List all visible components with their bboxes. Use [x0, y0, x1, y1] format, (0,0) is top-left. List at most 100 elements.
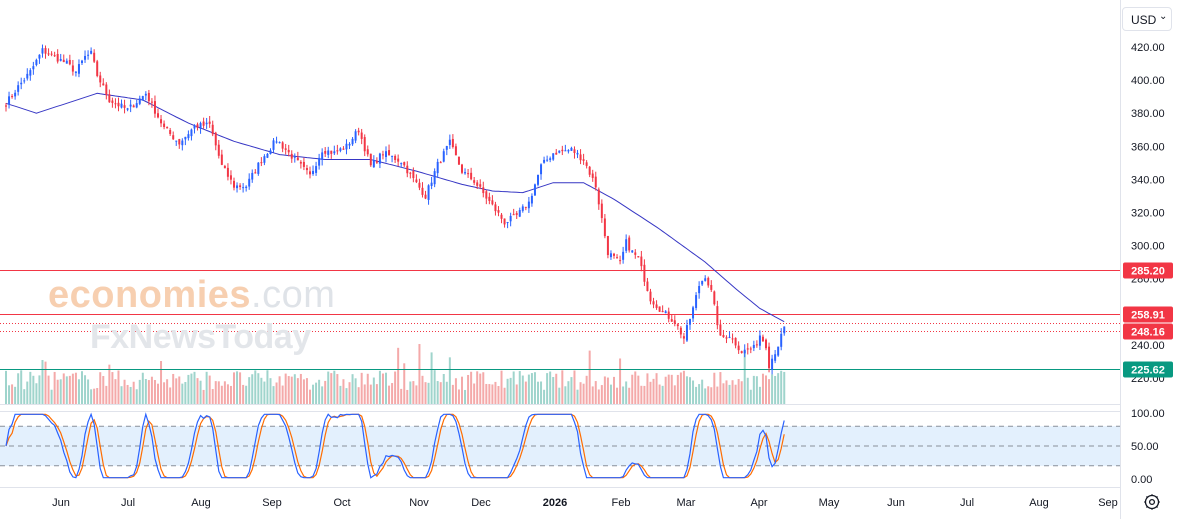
candle-body [299, 161, 302, 164]
volume-bar [56, 379, 59, 404]
volume-bar [123, 379, 126, 404]
candle-body [369, 153, 372, 166]
candle-body [239, 185, 242, 188]
candle-body [415, 179, 418, 183]
volume-bar [190, 373, 193, 404]
candle-body [619, 260, 622, 262]
volume-bar [521, 375, 524, 404]
volume-bar [512, 371, 515, 404]
volume-bar [625, 381, 628, 404]
time-tick-label: Feb [612, 497, 631, 509]
volume-bar [375, 384, 378, 404]
candle-body [439, 162, 442, 164]
currency-selector[interactable]: USD ⌄ [1122, 7, 1172, 31]
volume-bar [65, 376, 68, 404]
candle-body [758, 335, 761, 346]
candle-body [740, 351, 743, 354]
oscillator-axis[interactable]: 100.00 50.00 0.00 [1131, 408, 1165, 486]
volume-bar [315, 382, 318, 404]
volume-bar [619, 358, 622, 404]
candle-body [503, 218, 506, 225]
candle-body [613, 253, 615, 256]
candle-body [679, 327, 682, 335]
volume-bar [573, 370, 576, 404]
candle-body [99, 75, 102, 83]
volume-bar [710, 387, 713, 404]
volume-bar [667, 374, 670, 404]
volume-bar [391, 383, 394, 404]
candle-body [71, 65, 74, 72]
candle-body [567, 150, 570, 152]
volume-bar [634, 371, 637, 404]
candle-body [190, 129, 193, 137]
time-tick-label: Jul [121, 497, 135, 509]
volume-bar [622, 386, 625, 404]
volume-bar [293, 374, 296, 404]
volume-bar [68, 375, 71, 404]
candle-body [585, 162, 588, 166]
candle-body [609, 253, 612, 258]
volume-bar [415, 385, 418, 404]
candle-body [400, 163, 403, 165]
volume-bar [381, 373, 384, 404]
volume-bar [433, 370, 436, 404]
candle-body [643, 264, 646, 282]
volume-bar [205, 371, 208, 404]
candle-body [245, 186, 248, 188]
candle-body [473, 180, 476, 183]
volume-bar [388, 385, 391, 404]
volume-bar [768, 379, 771, 404]
volume-bar [409, 381, 412, 404]
volume-bar [324, 380, 327, 404]
volume-bar [734, 384, 737, 404]
volume-bar [451, 384, 454, 404]
candle-body [160, 119, 163, 124]
candle-body [464, 172, 467, 174]
candle-body [14, 92, 17, 97]
candle-body [701, 280, 704, 285]
candle-body [120, 103, 123, 108]
candle-body [658, 306, 661, 312]
candle-body [676, 324, 679, 327]
candle-body [90, 50, 93, 54]
candle-body [324, 150, 327, 154]
time-tick-label: Jun [887, 497, 905, 509]
volume-bar [99, 372, 102, 404]
candle-body [302, 161, 305, 167]
volume-bar [242, 384, 245, 404]
candle-body [132, 105, 135, 108]
candle-body [394, 155, 397, 160]
volume-bar [202, 389, 205, 404]
volume-bar [442, 374, 445, 404]
volume-bar [366, 373, 369, 404]
time-tick-label: Apr [750, 497, 767, 509]
candle-body [93, 52, 96, 62]
candle-body [649, 291, 652, 302]
gear-icon[interactable] [1142, 492, 1162, 512]
volume-bar [5, 370, 7, 404]
candle-body [223, 166, 226, 169]
time-tick-label: Jul [960, 497, 974, 509]
candle-body [208, 121, 211, 124]
time-axis[interactable]: Jun Jul Aug Sep Oct Nov Dec 2026 Feb Mar Apr May Jun… [52, 497, 1118, 509]
volume-bar [457, 389, 460, 404]
volume-bar [755, 376, 758, 404]
candle-body [600, 203, 603, 219]
time-tick-label: May [819, 497, 840, 509]
candle-body [445, 145, 448, 150]
candle-body [685, 325, 688, 341]
volume-bar [239, 372, 242, 404]
volume-bar [479, 373, 482, 404]
candle-body [360, 132, 363, 139]
candle-body [309, 171, 311, 175]
candle-body [409, 172, 412, 174]
candle-body [530, 195, 533, 204]
volume-bar [673, 385, 676, 404]
oscillator-k-line [5, 412, 785, 479]
volume-bar [251, 374, 254, 404]
candle-body [421, 187, 424, 195]
level-label: 285.20 [1131, 266, 1165, 278]
price-tick-label: 340.00 [1131, 174, 1165, 186]
candle-body [77, 64, 80, 74]
